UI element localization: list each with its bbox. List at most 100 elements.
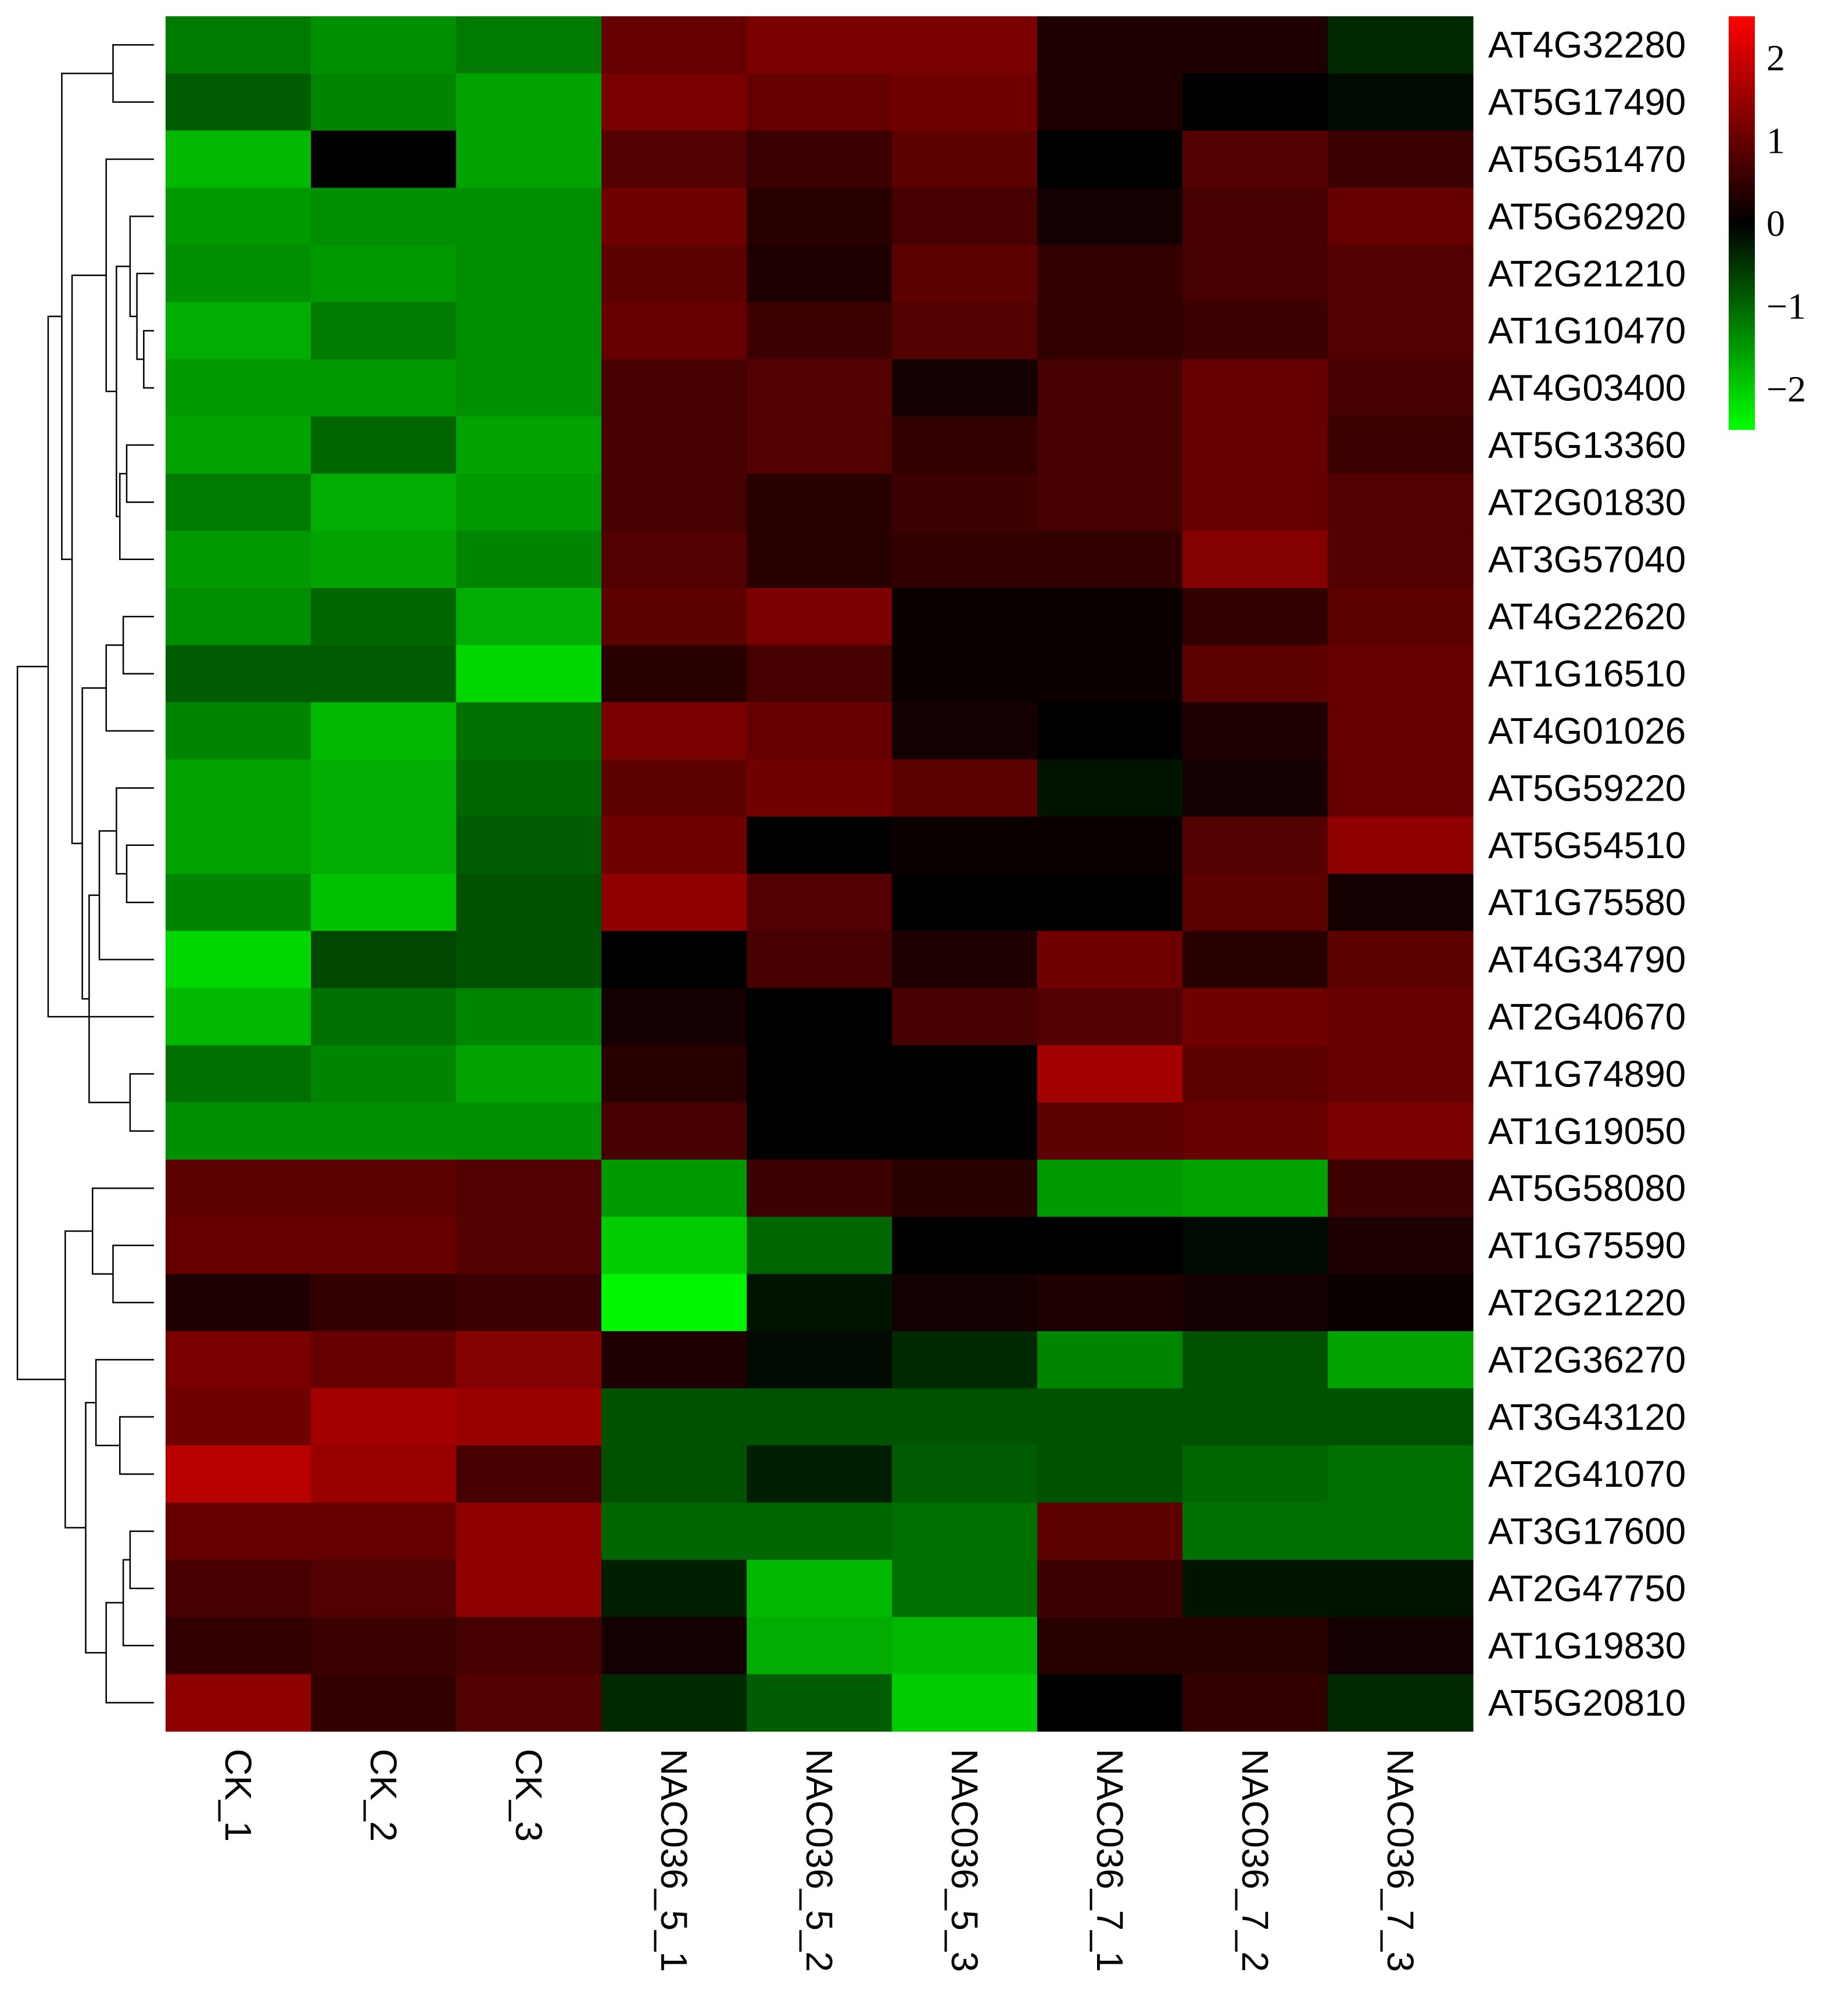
heatmap-cell: [1328, 702, 1474, 760]
heatmap-cell: [1037, 645, 1183, 703]
heatmap-cell: [747, 302, 893, 360]
heatmap-cell: [1328, 73, 1474, 131]
dendrogram-link: [129, 1530, 154, 1590]
heatmap-cell: [892, 302, 1038, 360]
heatmap-cell: [166, 1102, 311, 1160]
legend-tick-label: 1: [1766, 120, 1785, 162]
heatmap-cell: [1328, 988, 1474, 1046]
heatmap-cell: [747, 1502, 893, 1561]
heatmap-cell: [1328, 188, 1474, 246]
heatmap-cell: [892, 1617, 1038, 1675]
heatmap-cell: [747, 1102, 893, 1160]
heatmap-cell: [456, 702, 602, 760]
heatmap-cell: [1328, 816, 1474, 874]
dendrogram-link: [105, 1602, 154, 1704]
heatmap-cell: [311, 588, 457, 645]
heatmap-cell: [1328, 302, 1474, 360]
heatmap-cell: [892, 1502, 1038, 1561]
heatmap-cell: [892, 1388, 1038, 1446]
dendrogram-link: [95, 1359, 154, 1447]
heatmap-cell: [166, 1445, 311, 1503]
heatmap-cell: [456, 931, 602, 989]
row-label: AT5G62920: [1488, 195, 1686, 237]
column-label: NAC036_5_2: [798, 1749, 840, 1972]
heatmap-cell: [601, 302, 747, 360]
row-label: AT4G32280: [1488, 24, 1686, 66]
heatmap-cell: [456, 16, 602, 74]
heatmap-cell: [311, 1617, 457, 1675]
heatmap-cell: [892, 645, 1038, 703]
dendrogram-link: [71, 274, 106, 844]
dendrogram-link: [47, 315, 154, 1018]
heatmap-cell: [456, 245, 602, 303]
heatmap-cell: [1182, 130, 1328, 188]
heatmap-cell: [166, 1217, 311, 1275]
heatmap-cell: [456, 816, 602, 874]
row-label: AT5G58080: [1488, 1167, 1686, 1209]
heatmap-cell: [166, 1045, 311, 1103]
row-label: AT4G03400: [1488, 367, 1686, 409]
heatmap-cell: [456, 188, 602, 246]
heatmap-cell: [166, 1674, 311, 1732]
heatmap-cell: [456, 1331, 602, 1389]
heatmap-cell: [747, 1388, 893, 1446]
heatmap-cell: [1328, 1617, 1474, 1675]
heatmap-cell: [1037, 1445, 1183, 1503]
heatmap-cell: [892, 1045, 1038, 1103]
heatmap-cell: [601, 816, 747, 874]
heatmap-cell: [747, 988, 893, 1046]
heatmap-cell: [747, 874, 893, 931]
heatmap-cell: [456, 1674, 602, 1732]
heatmap-cell: [747, 645, 893, 703]
heatmap-cell: [1037, 416, 1183, 474]
row-label: AT1G75580: [1488, 881, 1686, 923]
heatmap-cell: [166, 73, 311, 131]
heatmap-cell: [892, 245, 1038, 303]
heatmap-cell: [1182, 1388, 1328, 1446]
dendrogram-link: [143, 329, 154, 389]
heatmap-cell: [311, 931, 457, 989]
heatmap-cell: [1328, 759, 1474, 817]
heatmap-cell: [1328, 1445, 1474, 1503]
heatmap-cell: [456, 473, 602, 532]
heatmap-cell: [1182, 645, 1328, 703]
heatmap-cell: [311, 188, 457, 246]
heatmap-cell: [311, 73, 457, 131]
heatmap-cell: [311, 245, 457, 303]
heatmap-cell: [166, 588, 311, 645]
heatmap-cell: [1037, 1674, 1183, 1732]
heatmap-cell: [166, 759, 311, 817]
row-label: AT2G21220: [1488, 1282, 1686, 1323]
heatmap-cell: [1037, 1217, 1183, 1275]
heatmap-cell: [1328, 874, 1474, 931]
heatmap-cell: [747, 702, 893, 760]
heatmap-cell: [166, 1274, 311, 1332]
heatmap-cell: [1328, 588, 1474, 645]
heatmap-cell: [456, 1045, 602, 1103]
legend-tick-label: 2: [1766, 37, 1785, 78]
heatmap-cell: [1037, 188, 1183, 246]
heatmap-cell: [601, 759, 747, 817]
heatmap-cell: [601, 1045, 747, 1103]
heatmap-cell: [1328, 931, 1474, 989]
heatmap-cell: [892, 1274, 1038, 1332]
heatmap-cell: [456, 874, 602, 931]
heatmap-cell: [747, 130, 893, 188]
dendrogram-link: [105, 644, 154, 732]
row-label: AT1G74890: [1488, 1053, 1686, 1095]
heatmap-cell: [166, 16, 311, 74]
heatmap-cell: [747, 359, 893, 417]
heatmap-cell: [1182, 73, 1328, 131]
heatmap-cell: [1328, 1331, 1474, 1389]
heatmap-cell: [1182, 1274, 1328, 1332]
heatmap-cell: [601, 1274, 747, 1332]
heatmap-cell: [1037, 988, 1183, 1046]
row-label: AT1G19050: [1488, 1110, 1686, 1152]
heatmap-cell: [166, 1388, 311, 1446]
heatmap-cell: [311, 1331, 457, 1389]
color-legend: 2 1 0 −1 −2: [1729, 16, 1806, 430]
heatmap-cell: [311, 1502, 457, 1561]
heatmap-cell: [601, 530, 747, 589]
heatmap-cell: [892, 702, 1038, 760]
